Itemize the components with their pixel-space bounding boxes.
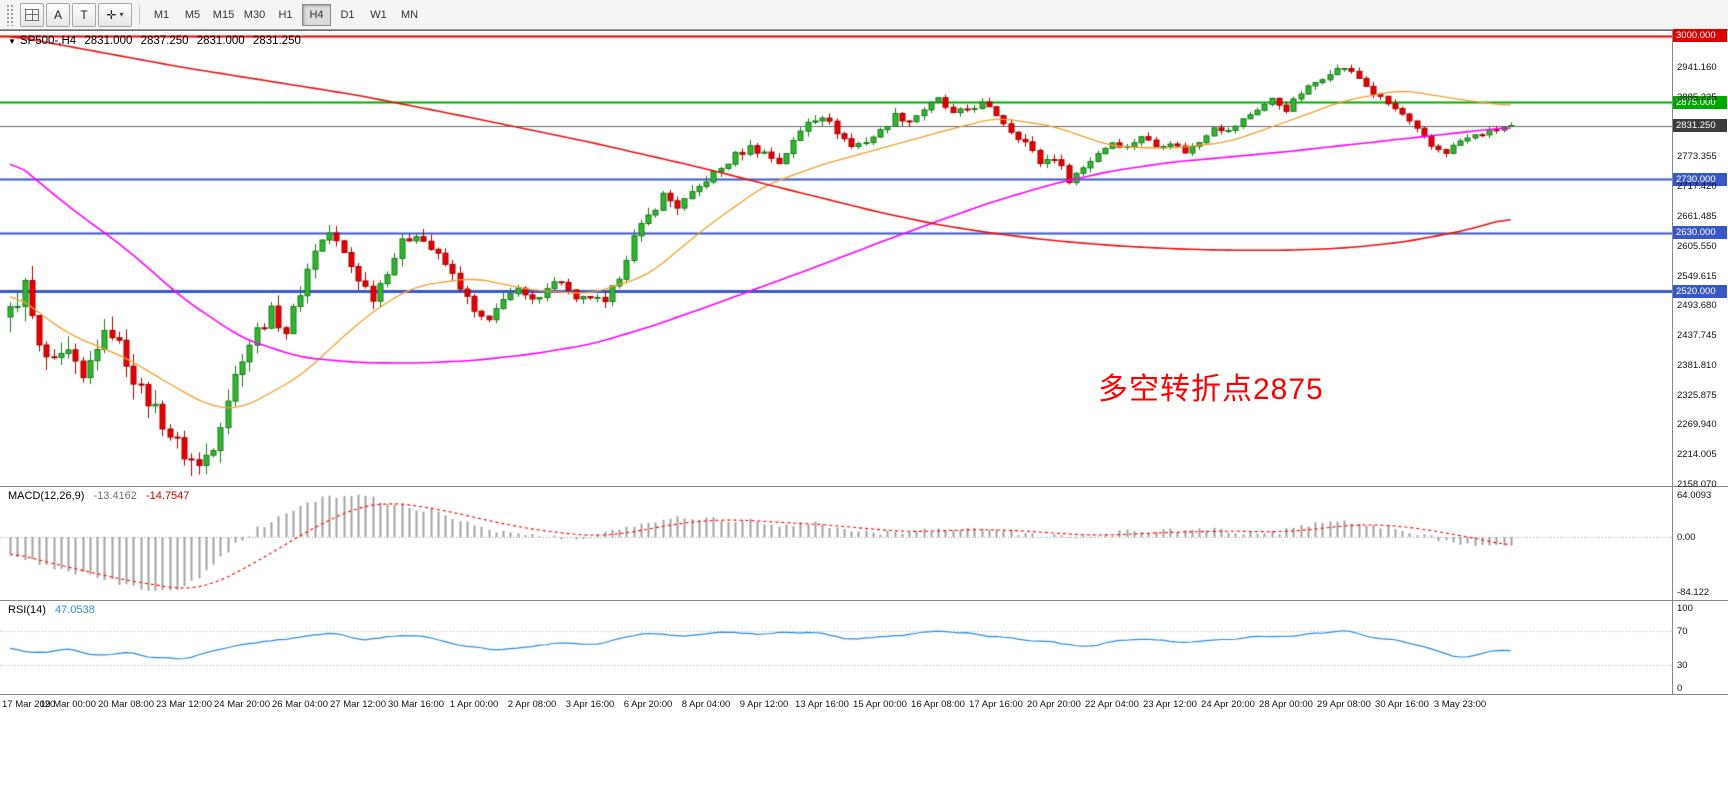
price-level-badge: 2520.000: [1673, 285, 1727, 298]
price-level-badge: 3000.000: [1673, 29, 1727, 42]
price-tick: 2381.810: [1677, 360, 1717, 371]
macd-axis-label: 64.0093: [1677, 490, 1712, 501]
timeframe-d1-button[interactable]: D1: [340, 8, 355, 21]
time-label: 20 Mar 08:00: [98, 699, 154, 710]
price-tick: 2437.745: [1677, 330, 1717, 341]
time-label: 9 Apr 12:00: [739, 699, 789, 710]
toolbar-separator: [139, 4, 140, 25]
grid-icon: [25, 8, 39, 21]
price-level-badge: 2730.000: [1673, 173, 1727, 186]
dropdown-caret-icon: ▾: [119, 10, 124, 19]
rsi-label: RSI(14) 47.0538: [8, 604, 95, 616]
time-label: 1 Apr 00:00: [449, 699, 499, 710]
time-label: 17 Apr 16:00: [969, 699, 1023, 710]
time-label: 28 Apr 00:00: [1259, 699, 1313, 710]
price-tick: 2214.005: [1677, 449, 1717, 460]
price-tick: 2941.160: [1677, 62, 1717, 73]
timeframe-w1-button[interactable]: W1: [370, 8, 387, 21]
price-axis-border: [1672, 31, 1673, 695]
time-label: 23 Mar 12:00: [156, 699, 212, 710]
time-label: 17 Mar 2020: [2, 699, 56, 710]
macd-canvas[interactable]: [0, 487, 1672, 600]
macd-axis-label: -84.122: [1677, 587, 1710, 598]
time-label: 8 Apr 04:00: [681, 699, 731, 710]
price-level-badge: 2630.000: [1673, 226, 1727, 239]
price-tick: 2773.355: [1677, 151, 1717, 162]
timeframe-m15-button[interactable]: M15: [212, 8, 235, 21]
toolbar-grip[interactable]: [6, 3, 14, 26]
rsi-indicator-name: RSI(14): [8, 604, 46, 616]
rsi-timeaxis-separator[interactable]: [0, 694, 1728, 695]
annotation-text[interactable]: 多空转折点2875: [1098, 373, 1324, 406]
time-label: 23 Apr 12:00: [1143, 699, 1197, 710]
time-label: 30 Mar 16:00: [388, 699, 444, 710]
rsi-axis-label: 30: [1677, 660, 1688, 671]
ohlc-high: 2837.250: [140, 35, 189, 47]
time-label: 29 Apr 08:00: [1317, 699, 1371, 710]
time-label: 20 Apr 20:00: [1027, 699, 1081, 710]
macd-rsi-separator[interactable]: [0, 600, 1728, 601]
macd-main-value: -13.4162: [93, 490, 137, 502]
price-tick: 2661.485: [1677, 211, 1717, 222]
time-label: 3 Apr 16:00: [565, 699, 615, 710]
ohlc-low: 2831.000: [196, 35, 245, 47]
time-label: 30 Apr 16:00: [1375, 699, 1429, 710]
rsi-value: 47.0538: [54, 604, 95, 616]
price-tick: 2549.615: [1677, 271, 1717, 282]
time-label: 6 Apr 20:00: [623, 699, 673, 710]
time-label: 15 Apr 00:00: [853, 699, 907, 710]
timeframe-m30-button[interactable]: M30: [243, 8, 266, 21]
price-tick: 2158.070: [1677, 479, 1717, 490]
price-tick: 2885.225: [1677, 92, 1717, 103]
timeframe-m1-button[interactable]: M1: [153, 8, 170, 21]
time-label: 27 Mar 12:00: [330, 699, 386, 710]
time-label: 16 Apr 08:00: [911, 699, 965, 710]
chart-header: ▼ SP500-,H4 2831.000 2837.250 2831.000 28…: [8, 35, 306, 47]
price-tick: 2325.875: [1677, 390, 1717, 401]
time-label: 13 Apr 16:00: [795, 699, 849, 710]
price-chart-canvas[interactable]: [0, 31, 1672, 486]
rsi-canvas[interactable]: [0, 601, 1672, 694]
rsi-axis-label: 100: [1677, 603, 1693, 614]
annotate-button[interactable]: A: [46, 2, 70, 27]
rsi-axis-label: 0: [1677, 683, 1683, 694]
time-label: 24 Mar 20:00: [214, 699, 270, 710]
price-tick: 2717.420: [1677, 181, 1717, 192]
grid-button[interactable]: [20, 2, 44, 27]
time-label: 19 Mar 00:00: [40, 699, 96, 710]
price-tick: 2269.940: [1677, 419, 1717, 430]
macd-axis-label: 0.00: [1677, 532, 1696, 543]
time-label: 2 Apr 08:00: [507, 699, 557, 710]
crosshair-icon: ✛: [106, 7, 117, 22]
price-tick: 2605.550: [1677, 241, 1717, 252]
rsi-axis-label: 70: [1677, 626, 1688, 637]
ohlc-close: 2831.250: [252, 35, 301, 47]
time-label: 22 Apr 04:00: [1085, 699, 1139, 710]
price-macd-separator[interactable]: [0, 486, 1728, 487]
macd-label: MACD(12,26,9) -13.4162 -14.7547: [8, 490, 189, 502]
time-label: 26 Mar 04:00: [272, 699, 328, 710]
ohlc-open: 2831.000: [84, 35, 133, 47]
price-level-badge: 2875.000: [1673, 96, 1727, 109]
timeframe-h1-button[interactable]: H1: [278, 8, 293, 21]
timeframe-h4-button[interactable]: H4: [302, 3, 331, 26]
time-label: 3 May 23:00: [1433, 699, 1487, 710]
timeframe-mn-button[interactable]: MN: [400, 8, 419, 21]
timeframe-m5-button[interactable]: M5: [184, 8, 201, 21]
macd-indicator-name: MACD(12,26,9): [8, 490, 85, 502]
macd-signal-value: -14.7547: [145, 490, 190, 502]
crosshair-tool-button[interactable]: ✛ ▾: [98, 2, 132, 27]
time-label: 24 Apr 20:00: [1201, 699, 1255, 710]
price-tick: 2493.680: [1677, 300, 1717, 311]
price-level-badge: 2831.250: [1673, 119, 1727, 132]
symbol-period-label: SP500-,H4: [19, 35, 77, 47]
symbol-dropdown-icon[interactable]: ▼: [8, 37, 16, 46]
text-tool-button[interactable]: T: [72, 2, 96, 27]
toolbar: A T ✛ ▾ M1 M5 M15 M30 H1 H4 D1 W1 MN: [0, 0, 1728, 30]
